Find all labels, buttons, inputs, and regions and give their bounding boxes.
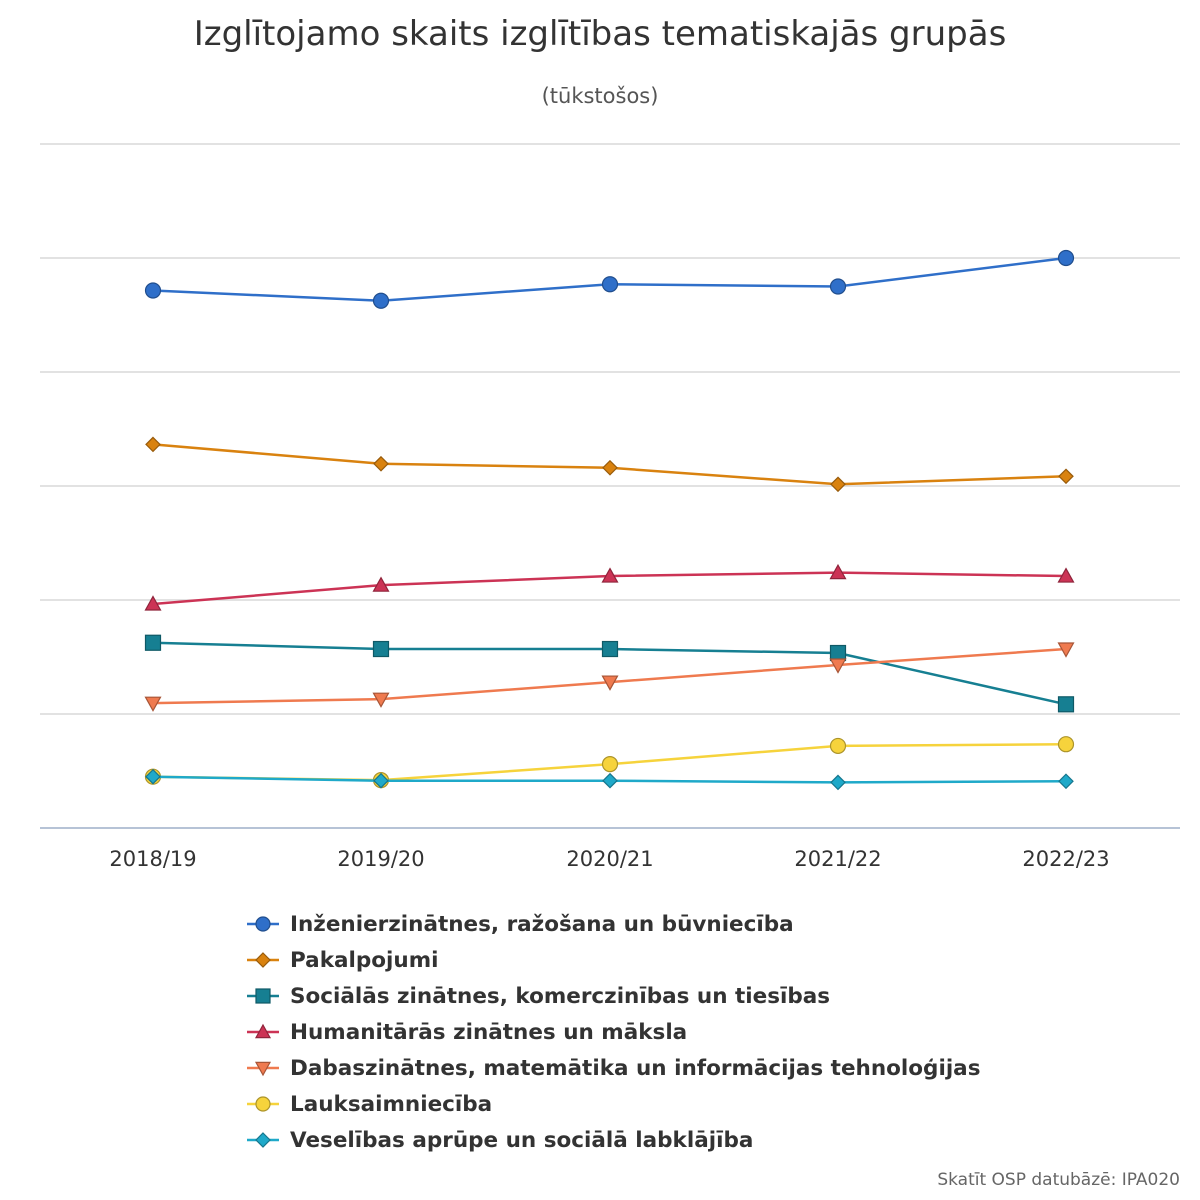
data-point (601, 567, 619, 583)
data-point (144, 696, 162, 712)
chart-title: Izglītojamo skaits izglītības tematiskaj… (193, 14, 1007, 54)
legend-marker-icon (247, 952, 279, 968)
data-point (372, 692, 390, 708)
legend-label: Veselības aprūpe un sociālā labklājība (290, 1127, 754, 1153)
data-point (829, 563, 847, 580)
legend-marker-icon (247, 1132, 279, 1148)
data-point (255, 1132, 271, 1148)
data-point (372, 640, 390, 658)
data-point (601, 640, 619, 658)
data-point (1057, 567, 1075, 583)
chart-subtitle: (tūkstošos) (541, 84, 659, 108)
data-point (1057, 696, 1075, 713)
data-point (829, 278, 847, 295)
data-point (254, 1061, 272, 1077)
legend-item[interactable]: Humanitārās zinātnes un māksla (246, 1014, 981, 1050)
data-point (1058, 773, 1074, 790)
x-tick-label: 2022/23 (1022, 847, 1109, 871)
data-point (829, 658, 847, 674)
chart-plot: 2018/19 2019/20 2020/21 2021/22 2022/23 (40, 143, 1180, 871)
x-tick-label: 2021/22 (794, 847, 881, 871)
data-point (372, 576, 390, 592)
legend-item[interactable]: Lauksaimniecība (246, 1086, 981, 1122)
legend-label: Pakalpojumi (290, 947, 439, 973)
legend-marker-icon (247, 1096, 279, 1112)
legend-item[interactable]: Veselības aprūpe un sociālā labklājība (246, 1122, 981, 1158)
data-point (254, 1023, 272, 1039)
data-point (144, 595, 162, 611)
data-point (255, 916, 271, 932)
legend-marker-icon (247, 1061, 279, 1077)
legend-item[interactable]: Inženierzinātnes, ražošana un būvniecība (246, 906, 981, 942)
data-point (829, 644, 847, 662)
data-point (1057, 642, 1075, 658)
data-point (372, 292, 390, 309)
legend-item[interactable]: Pakalpojumi (246, 942, 981, 978)
data-point (255, 988, 271, 1004)
data-point (1057, 249, 1075, 267)
x-tick-label: 2018/19 (109, 847, 196, 871)
data-point (602, 772, 618, 789)
data-point (373, 455, 389, 472)
data-point (373, 772, 389, 789)
legend-marker-icon (247, 1023, 279, 1039)
data-point (255, 952, 271, 968)
legend-label: Humanitārās zinātnes un māksla (290, 1019, 688, 1045)
legend-label: Inženierzinātnes, ražošana un būvniecība (290, 911, 794, 937)
data-point (830, 774, 846, 791)
x-tick-label: 2020/21 (566, 847, 653, 871)
source-link[interactable]: Skatīt OSP datubāzē: IPA020 (937, 1170, 1180, 1190)
legend-label: Sociālās zinātnes, komerczinības un ties… (290, 983, 831, 1009)
data-point (829, 737, 847, 755)
chart-legend: Inženierzinātnes, ražošana un būvniecība… (246, 906, 981, 1158)
data-point (144, 282, 162, 299)
x-tick-label: 2019/20 (337, 847, 424, 871)
legend-marker-icon (247, 916, 279, 932)
data-point (145, 768, 161, 785)
data-point (601, 276, 619, 293)
data-point (830, 476, 846, 493)
data-point (255, 1096, 271, 1112)
data-point (144, 634, 162, 651)
legend-item[interactable]: Dabaszinātnes, matemātika un informācija… (246, 1050, 981, 1086)
data-point (1058, 468, 1074, 485)
data-point (601, 675, 619, 691)
legend-label: Dabaszinātnes, matemātika un informācija… (290, 1055, 981, 1081)
legend-label: Lauksaimniecība (290, 1091, 493, 1117)
legend-marker-icon (247, 988, 279, 1004)
data-point (601, 756, 619, 773)
legend-item[interactable]: Sociālās zinātnes, komerczinības un ties… (246, 978, 981, 1014)
data-point (1057, 736, 1075, 753)
data-point (145, 436, 161, 453)
data-point (602, 459, 618, 476)
